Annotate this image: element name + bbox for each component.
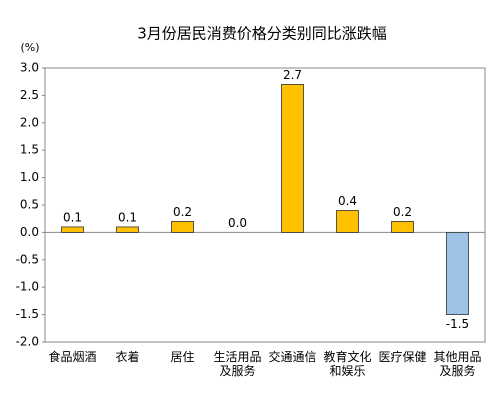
y-tick-label: -1.0 (16, 280, 39, 294)
y-tick-label: 1.0 (20, 170, 39, 184)
value-label: 0.0 (228, 216, 247, 230)
x-tick-label: 生活用品及服务 (213, 350, 262, 378)
y-tick-label: 1.5 (20, 143, 39, 157)
y-tick-label: 2.0 (20, 115, 39, 129)
bar (336, 210, 359, 233)
x-tick-label: 衣着 (115, 350, 140, 364)
y-tick-label: 0.5 (20, 198, 39, 212)
plot-frame (44, 67, 486, 343)
bar (391, 221, 414, 233)
x-tick-label: 居住 (170, 350, 195, 364)
y-tick-label: -2.0 (16, 335, 39, 349)
x-tick-label: 交通通信 (268, 350, 317, 364)
value-label: 0.4 (338, 194, 357, 208)
y-tick-label: -0.5 (16, 252, 39, 266)
y-tick-label: -1.5 (16, 307, 39, 321)
chart-title: 3月份居民消费价格分类别同比涨跌幅 (137, 25, 387, 43)
value-label: -1.5 (446, 317, 469, 331)
value-label: 0.2 (393, 205, 412, 219)
y-tick-label: 3.0 (20, 61, 39, 75)
value-label: 0.1 (118, 210, 137, 224)
x-tick-label: 其他用品及服务 (433, 350, 482, 378)
value-label: 2.7 (283, 68, 302, 82)
x-tick-label: 食品烟酒 (48, 350, 97, 364)
x-tick-label: 教育文化和娱乐 (323, 350, 372, 378)
bar (281, 84, 304, 233)
bar (61, 226, 84, 233)
bar (116, 226, 139, 233)
x-tick-label: 医疗保健 (378, 350, 427, 364)
value-label: 0.1 (63, 210, 82, 224)
y-unit: (%) (20, 41, 39, 54)
bar (171, 221, 194, 233)
value-label: 0.2 (173, 205, 192, 219)
bar (446, 231, 469, 315)
y-tick-label: 0.0 (20, 225, 39, 239)
y-tick-label: 2.5 (20, 88, 39, 102)
